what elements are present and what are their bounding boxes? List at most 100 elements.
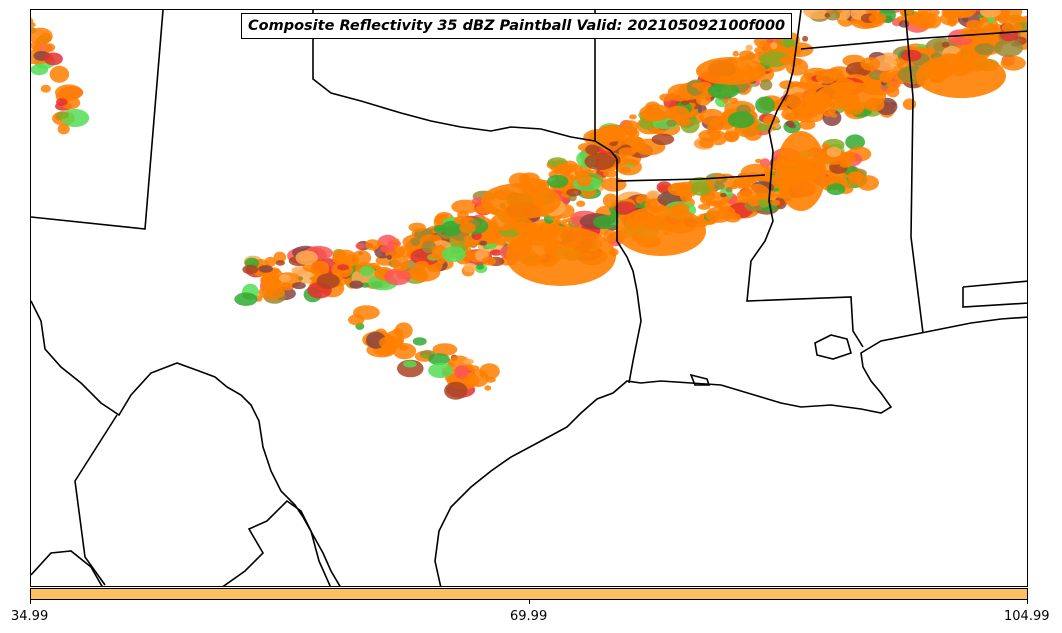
paintball-cell <box>759 79 773 91</box>
paintball-cell <box>547 174 569 188</box>
border-tn <box>800 30 1027 50</box>
border-ar-la <box>616 159 642 384</box>
border-mexico-3 <box>222 499 331 586</box>
paintball-cell <box>865 10 878 15</box>
paintball-cell <box>646 105 653 111</box>
paintball-cell <box>332 251 347 265</box>
paintball-cell <box>779 80 795 90</box>
paintball-cell <box>601 177 627 192</box>
paintball-cell <box>478 231 493 241</box>
paintball-cell <box>432 343 458 356</box>
paintball-cell <box>755 96 775 114</box>
border-ok-panhandle <box>312 10 618 160</box>
paintball-cell <box>479 240 488 246</box>
paintball-cell <box>593 215 619 230</box>
paintball-core <box>776 131 826 211</box>
paintball-cell <box>273 251 287 263</box>
paintball-cell <box>349 280 364 289</box>
paintball-cell <box>57 123 70 135</box>
paintball-cell <box>994 39 1024 57</box>
paintball-cell <box>565 217 573 223</box>
paintball-cell <box>476 263 484 270</box>
paintball-cell <box>459 222 476 234</box>
paintball-cell <box>705 210 721 222</box>
paintball-cell <box>310 260 330 277</box>
paintball-cell <box>386 254 392 260</box>
paintball-cell <box>316 273 340 289</box>
state-borders <box>31 10 1027 586</box>
paintball-cell <box>481 256 496 266</box>
paintball-cell <box>1027 10 1028 16</box>
paintball-cell <box>489 249 503 256</box>
paintball-cell <box>1021 15 1027 24</box>
paintball-cell <box>365 239 380 251</box>
paintball-cell <box>825 10 841 21</box>
paintball-cell <box>1001 22 1024 34</box>
paintball-cell <box>295 250 318 265</box>
colorbar-tick-mark-max <box>1027 600 1028 604</box>
paintball-cell <box>886 86 900 98</box>
paintball-cell <box>576 173 592 187</box>
paintball-cell <box>868 13 887 24</box>
paintball-cell <box>974 43 995 55</box>
coastline-gulf <box>434 316 1027 586</box>
paintball-cell <box>384 268 411 286</box>
paintball-cell <box>40 84 51 93</box>
paintball-cell <box>650 127 660 134</box>
paintball-cell <box>922 10 933 12</box>
paintball-cell <box>629 114 637 120</box>
paintball-cell <box>49 65 70 83</box>
paintball-cell <box>789 57 803 66</box>
paintball-cell <box>1000 15 1016 24</box>
paintball-cell <box>666 119 677 127</box>
paintball-cell <box>908 13 915 20</box>
paintball-cell <box>745 44 753 51</box>
paintball-cell <box>690 181 711 196</box>
paintball-cell <box>444 381 468 400</box>
reflectivity-map <box>31 10 1028 586</box>
paintball-cell <box>242 264 259 275</box>
paintball-cell <box>879 71 892 83</box>
paintball-cell <box>454 365 470 380</box>
paintball-cell <box>602 193 619 208</box>
paintball-cell <box>467 373 475 379</box>
paintball-cell <box>754 46 768 55</box>
paintball-cell <box>713 182 725 190</box>
paintball-cell <box>904 10 914 15</box>
paintball-cell <box>816 71 837 84</box>
paintball-cell <box>585 144 599 155</box>
paintball-cell <box>724 212 741 223</box>
paintball-cell <box>822 176 837 185</box>
map-title: Composite Reflectivity 35 dBZ Paintball … <box>241 13 793 39</box>
paintball-cell <box>440 213 448 220</box>
paintball-cell <box>665 105 690 120</box>
paintball-cell <box>696 82 709 92</box>
paintball-cell <box>392 343 417 360</box>
paintball-cell <box>962 16 969 23</box>
paintball-cell <box>845 134 865 150</box>
paintball-cell <box>1000 55 1026 71</box>
paintball-cell <box>463 240 477 247</box>
paintball-cell <box>784 47 796 57</box>
paintball-cell <box>603 169 618 178</box>
paintball-cell <box>780 38 797 48</box>
paintball-cell <box>725 186 733 193</box>
border-rio-grande <box>31 300 341 586</box>
paintball-cell <box>355 242 365 250</box>
colorbar-tick-mid: 69.99 <box>510 609 548 624</box>
colorbar-tick-mark-min <box>30 600 31 604</box>
paintball-cell <box>412 337 427 346</box>
paintball-cell <box>31 17 34 25</box>
paintball-cell <box>824 13 830 18</box>
colorbar-tick-max: 104.99 <box>1004 609 1050 624</box>
paintball-cell <box>902 98 917 110</box>
paintball-cell <box>43 52 63 66</box>
paintball-cell <box>821 143 830 150</box>
paintball-cell <box>258 265 274 273</box>
paintball-cell <box>770 42 778 50</box>
paintball-cell <box>463 235 471 242</box>
paintball-cell <box>264 256 276 268</box>
paintball-cell <box>825 10 834 13</box>
paintball-cell <box>795 109 807 117</box>
paintball-cell <box>261 279 272 287</box>
